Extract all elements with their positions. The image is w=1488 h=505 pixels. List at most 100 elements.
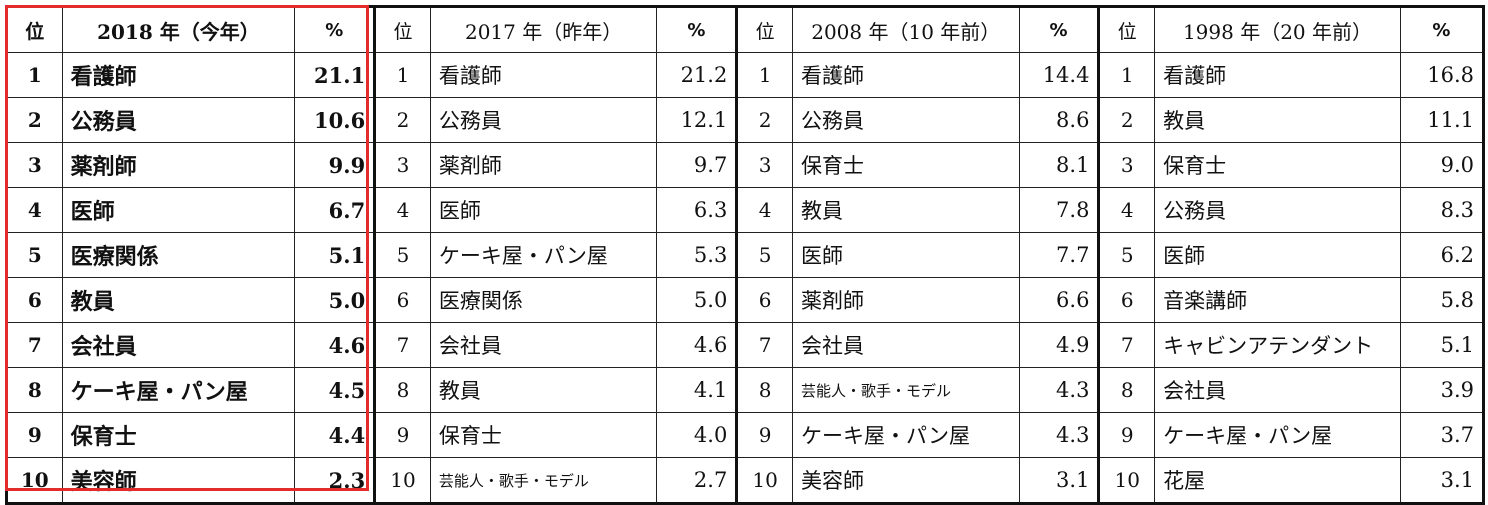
table-row: 8 ケーキ屋・パン屋 4.5 8 教員 4.1 8 芸能人・歌手・モデル 4.3 8 会社員 3.9 bbox=[5, 367, 1486, 413]
job-cell-1998: 花屋 bbox=[1154, 457, 1401, 505]
pct-cell-1998: 6.2 bbox=[1399, 232, 1486, 278]
rank-cell-2018: 7 bbox=[5, 322, 63, 368]
rank-cell-2018: 1 bbox=[5, 52, 63, 98]
rank-header-1998: 位 bbox=[1097, 5, 1156, 53]
rank-cell-2018: 2 bbox=[5, 97, 63, 143]
job-cell-2018: 美容師 bbox=[61, 457, 296, 505]
table-row: 1 看護師 21.1 1 看護師 21.2 1 看護師 14.4 1 看護師 16.8 bbox=[5, 52, 1486, 98]
rank-cell-1998: 8 bbox=[1097, 367, 1156, 413]
rank-cell-2008: 3 bbox=[735, 142, 793, 188]
pct-cell-1998: 3.9 bbox=[1399, 367, 1486, 413]
pct-cell-2018: 10.6 bbox=[294, 97, 376, 143]
job-cell-2018: ケーキ屋・パン屋 bbox=[61, 367, 296, 413]
job-cell-2008: 保育士 bbox=[791, 142, 1020, 188]
job-cell-2017: 薬剤師 bbox=[429, 142, 658, 188]
job-cell-2018: 医療関係 bbox=[61, 232, 296, 278]
pct-cell-1998: 8.3 bbox=[1399, 187, 1486, 233]
job-cell-1998: 看護師 bbox=[1154, 52, 1401, 98]
pct-cell-2008: 8.1 bbox=[1018, 142, 1100, 188]
year-header-2017: 2017 年（昨年） bbox=[429, 5, 658, 53]
year-header-2018: 2018 年（今年） bbox=[61, 5, 296, 53]
rank-cell-1998: 1 bbox=[1097, 52, 1156, 98]
rank-cell-2008: 4 bbox=[735, 187, 793, 233]
pct-cell-2018: 4.4 bbox=[294, 412, 376, 458]
pct-cell-1998: 9.0 bbox=[1399, 142, 1486, 188]
job-cell-1998: 会社員 bbox=[1154, 367, 1401, 413]
pct-header-2017: % bbox=[656, 5, 738, 53]
pct-cell-2018: 9.9 bbox=[294, 142, 376, 188]
rank-cell-2017: 7 bbox=[373, 322, 431, 368]
pct-cell-2017: 6.3 bbox=[656, 187, 738, 233]
rank-cell-2008: 10 bbox=[735, 457, 793, 505]
table-row: 9 保育士 4.4 9 保育士 4.0 9 ケーキ屋・パン屋 4.3 9 ケーキ屋・パン屋 3.7 bbox=[5, 412, 1486, 458]
job-cell-2008: 公務員 bbox=[791, 97, 1020, 143]
job-cell-2017: 会社員 bbox=[429, 322, 658, 368]
job-cell-2018: 薬剤師 bbox=[61, 142, 296, 188]
pct-cell-2017: 5.0 bbox=[656, 277, 738, 323]
job-cell-2018: 公務員 bbox=[61, 97, 296, 143]
job-cell-2017: 看護師 bbox=[429, 52, 658, 98]
rank-cell-2018: 10 bbox=[5, 457, 63, 505]
pct-cell-2008: 7.7 bbox=[1018, 232, 1100, 278]
pct-cell-2018: 21.1 bbox=[294, 52, 376, 98]
year-header-2008: 2008 年（10 年前） bbox=[791, 5, 1020, 53]
pct-cell-2008: 4.9 bbox=[1018, 322, 1100, 368]
rank-cell-2017: 3 bbox=[373, 142, 431, 188]
pct-cell-2017: 4.1 bbox=[656, 367, 738, 413]
rank-cell-1998: 7 bbox=[1097, 322, 1156, 368]
rank-cell-2008: 1 bbox=[735, 52, 793, 98]
pct-cell-2008: 3.1 bbox=[1018, 457, 1100, 505]
pct-cell-1998: 3.1 bbox=[1399, 457, 1486, 505]
job-cell-2018: 看護師 bbox=[61, 52, 296, 98]
job-cell-2008: 薬剤師 bbox=[791, 277, 1020, 323]
rank-cell-1998: 5 bbox=[1097, 232, 1156, 278]
rank-cell-2017: 2 bbox=[373, 97, 431, 143]
pct-cell-2008: 14.4 bbox=[1018, 52, 1100, 98]
table-row: 7 会社員 4.6 7 会社員 4.6 7 会社員 4.9 7 キャビンアテンダント 5.1 bbox=[5, 322, 1486, 368]
job-cell-1998: 教員 bbox=[1154, 97, 1401, 143]
rank-cell-2018: 8 bbox=[5, 367, 63, 413]
pct-cell-2008: 8.6 bbox=[1018, 97, 1100, 143]
table-row: 2 公務員 10.6 2 公務員 12.1 2 公務員 8.6 2 教員 11.1 bbox=[5, 97, 1486, 143]
pct-cell-2017: 4.6 bbox=[656, 322, 738, 368]
year-header-1998: 1998 年（20 年前） bbox=[1154, 5, 1401, 53]
ranking-page: 位 2018 年（今年） % 位 2017 年（昨年） % 位 2008 年（1… bbox=[5, 5, 1486, 505]
pct-cell-1998: 3.7 bbox=[1399, 412, 1486, 458]
rank-cell-2017: 1 bbox=[373, 52, 431, 98]
pct-cell-2017: 5.3 bbox=[656, 232, 738, 278]
pct-cell-2018: 6.7 bbox=[294, 187, 376, 233]
rank-cell-2008: 6 bbox=[735, 277, 793, 323]
pct-header-1998: % bbox=[1399, 5, 1486, 53]
rank-cell-1998: 6 bbox=[1097, 277, 1156, 323]
job-cell-2008: 会社員 bbox=[791, 322, 1020, 368]
job-cell-2018: 保育士 bbox=[61, 412, 296, 458]
rank-cell-1998: 2 bbox=[1097, 97, 1156, 143]
table-row: 3 薬剤師 9.9 3 薬剤師 9.7 3 保育士 8.1 3 保育士 9.0 bbox=[5, 142, 1486, 188]
pct-cell-1998: 11.1 bbox=[1399, 97, 1486, 143]
rank-cell-2018: 3 bbox=[5, 142, 63, 188]
rank-cell-1998: 4 bbox=[1097, 187, 1156, 233]
pct-cell-2018: 5.1 bbox=[294, 232, 376, 278]
rank-header-2008: 位 bbox=[735, 5, 793, 53]
job-ranking-table: 位 2018 年（今年） % 位 2017 年（昨年） % 位 2008 年（1… bbox=[5, 5, 1486, 505]
rank-cell-2018: 5 bbox=[5, 232, 63, 278]
job-cell-1998: 公務員 bbox=[1154, 187, 1401, 233]
pct-cell-2017: 2.7 bbox=[656, 457, 738, 505]
pct-cell-2017: 12.1 bbox=[656, 97, 738, 143]
job-cell-2008: 看護師 bbox=[791, 52, 1020, 98]
pct-cell-2018: 4.6 bbox=[294, 322, 376, 368]
rank-cell-2017: 5 bbox=[373, 232, 431, 278]
job-cell-2018: 会社員 bbox=[61, 322, 296, 368]
rank-cell-2017: 4 bbox=[373, 187, 431, 233]
rank-header-2017: 位 bbox=[373, 5, 431, 53]
job-cell-2017: 保育士 bbox=[429, 412, 658, 458]
job-cell-1998: 音楽講師 bbox=[1154, 277, 1401, 323]
rank-cell-2008: 7 bbox=[735, 322, 793, 368]
table-row: 4 医師 6.7 4 医師 6.3 4 教員 7.8 4 公務員 8.3 bbox=[5, 187, 1486, 233]
rank-cell-2008: 8 bbox=[735, 367, 793, 413]
pct-cell-2008: 4.3 bbox=[1018, 367, 1100, 413]
rank-cell-2008: 2 bbox=[735, 97, 793, 143]
rank-cell-2017: 9 bbox=[373, 412, 431, 458]
table-row: 10 美容師 2.3 10 芸能人・歌手・モデル 2.7 10 美容師 3.1 10 花屋 3.1 bbox=[5, 457, 1486, 505]
ranking-body: 1 看護師 21.1 1 看護師 21.2 1 看護師 14.4 1 看護師 16.8 2 公務員 10.6… bbox=[5, 52, 1486, 505]
